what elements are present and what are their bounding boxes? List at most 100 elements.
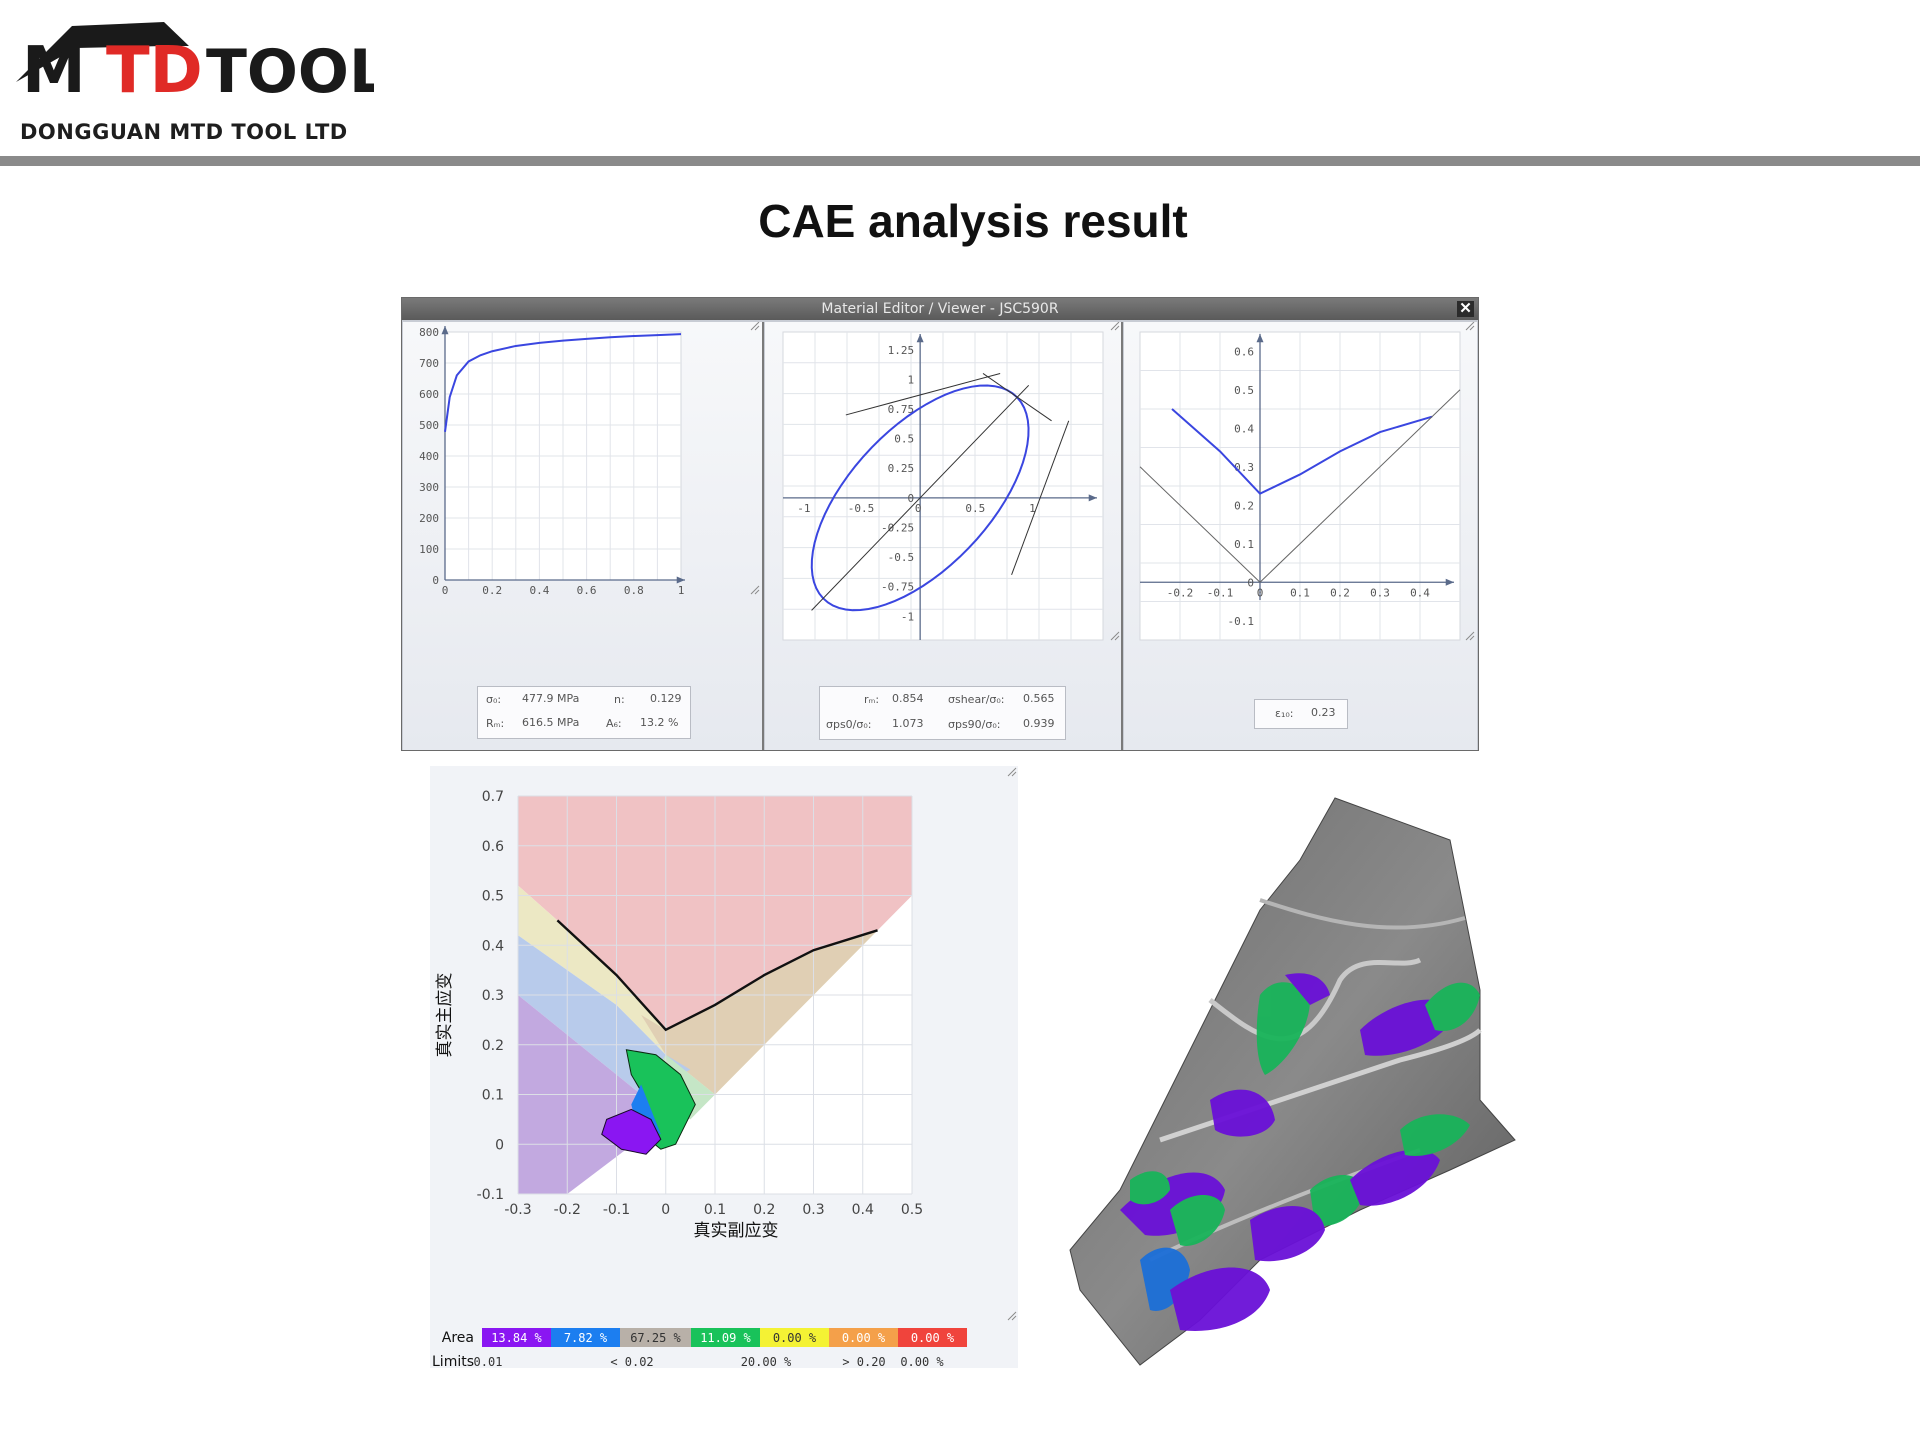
x-tick-label: 0.2	[753, 1202, 775, 1218]
x-tick-label: 0.3	[1370, 586, 1390, 599]
resize-grip-icon	[1114, 635, 1120, 641]
shear-line	[811, 384, 1030, 611]
resize-grip-icon	[1465, 631, 1475, 641]
x-tick-label: 0.4	[1410, 586, 1430, 599]
y-axis-arrow	[1256, 334, 1264, 343]
strain-points-wrinkle	[601, 1108, 662, 1155]
y-tick-label: 0	[495, 1137, 504, 1153]
y-tick-label: -0.1	[477, 1187, 504, 1203]
x-tick-label: -0.3	[504, 1202, 531, 1218]
ag-value: 13.2 %	[640, 716, 679, 729]
x-tick-label: -0.2	[554, 1202, 581, 1218]
y-tick-label: 1	[908, 373, 915, 386]
resize-grip-icon	[1465, 322, 1475, 331]
x-tick-label: 0.2	[1330, 586, 1350, 599]
x-tick-label: 0.4	[529, 584, 549, 597]
y-tick-label: 0.2	[482, 1038, 504, 1054]
formed-part-image	[1069, 797, 1516, 1366]
x-tick-label: -0.2	[1167, 586, 1194, 599]
x-tick-label: 0	[1257, 586, 1264, 599]
company-name: DONGGUAN MTD TOOL LTD	[20, 120, 348, 144]
x-tick-label: 0.5	[965, 502, 985, 515]
company-logo: M TD TOOL DONGGUAN MTD TOOL LTD	[14, 18, 374, 144]
close-button[interactable]: ✕	[1457, 301, 1474, 317]
flc-pane: 0.6 0.5 0.4 0.3 0.2 0.1 0 -0.1 -0.2 -0.1 0 0.1 0.2 0.…	[1124, 322, 1477, 750]
resize-grip-icon	[750, 322, 760, 331]
legend-swatch	[482, 1328, 551, 1347]
resize-grip-icon	[754, 589, 760, 595]
window-titlebar[interactable]: Material Editor / Viewer - JSC590R ✕	[402, 298, 1478, 320]
legend-swatch	[829, 1328, 898, 1347]
fld-svg: 0.70.60.50.40.30.20.10-0.1-0.3 -0.2 -0.1 0 0…	[432, 767, 1017, 1368]
rm-value: 616.5 MPa	[522, 716, 580, 729]
y-tick-label: 0	[908, 492, 915, 505]
y-tick-label: 0.6	[1234, 345, 1254, 358]
x-tick-label: -0.1	[603, 1202, 630, 1218]
y-tick-label: 0.25	[888, 462, 915, 475]
logo-wordmark: M TD TOOL	[16, 22, 374, 108]
x-tick-label: 0.6	[577, 584, 597, 597]
window-title: Material Editor / Viewer - JSC590R	[821, 301, 1059, 317]
y-tick-label: -0.1	[1228, 615, 1255, 628]
legend-area-value: 0.00 %	[773, 1331, 817, 1345]
part-render	[1060, 790, 1520, 1370]
x-tick-label: 0.3	[802, 1202, 824, 1218]
y-tick-label: 300	[419, 481, 439, 494]
shear-label: σshear/σ₀:	[948, 693, 1005, 706]
tangent-line	[982, 373, 1052, 422]
y-tick-label: 0	[432, 574, 439, 587]
yield-locus-pane: 1.25 1 0.75 0.5 0.25 0 -0.25 -0.5 -0.75 -1 -1 -0.5 0…	[765, 322, 1123, 750]
stress-strain-info: σ₀: 477.9 MPa n: 0.129 Rₘ: 616.5 MPa A₆:…	[477, 686, 691, 739]
y-tick-label: 0.2	[1234, 499, 1254, 512]
logo-tool: TOOL	[206, 37, 374, 107]
legend-area-label: Area	[442, 1330, 474, 1346]
legend-swatch	[691, 1328, 760, 1347]
flc-chart: 0.6 0.5 0.4 0.3 0.2 0.1 0 -0.1 -0.2 -0.1 0 0.1 0.2 0.…	[1139, 322, 1475, 641]
y-tick-label: 0.4	[482, 938, 504, 954]
y-tick-label: 0.75	[888, 403, 915, 416]
resize-grip-icon	[1007, 1311, 1017, 1321]
sigma0-label: σ₀:	[486, 693, 502, 706]
legend-area-value: 7.82 %	[564, 1331, 608, 1345]
stress-strain-chart: 800 700 600 500 400 300 200 100 00 0.2 0.4 0.6 0.8 1	[419, 322, 760, 597]
x-tick-label: -0.5	[848, 502, 875, 515]
logo-m: M	[22, 34, 86, 108]
y-tick-label: 0	[1247, 576, 1254, 589]
resize-grip-icon	[1469, 635, 1475, 641]
x-tick-label: -0.1	[1207, 586, 1234, 599]
tangent-line	[845, 372, 1001, 416]
y-tick-label: 400	[419, 450, 439, 463]
legend-swatch	[620, 1328, 691, 1347]
eps10-label: ε₁₀:	[1275, 707, 1294, 720]
ag-label: A₆:	[606, 717, 622, 730]
y-tick-label: 0.7	[482, 789, 504, 805]
x-tick-label: 0.8	[624, 584, 644, 597]
x-tick-label: 0	[915, 502, 922, 515]
tangent-line	[1011, 420, 1070, 576]
legend-limit-value: 0.01	[474, 1355, 503, 1368]
resize-grip-icon	[1011, 771, 1017, 777]
r-m-label: rₘ:	[864, 693, 880, 706]
flow-curve	[444, 333, 682, 432]
y-tick-label: 0.1	[1234, 538, 1254, 551]
shear-value: 0.565	[1023, 692, 1055, 705]
y-tick-label: 200	[419, 512, 439, 525]
legend-area-value: 67.25 %	[630, 1331, 681, 1345]
x-axis-arrow	[1088, 494, 1097, 502]
r-m-value: 0.854	[892, 692, 924, 705]
resize-grip-icon	[1011, 1315, 1017, 1321]
resize-grip-icon	[750, 585, 760, 595]
page-title: CAE analysis result	[758, 195, 1188, 247]
y-tick-label: 0.4	[1234, 422, 1254, 435]
y-tick-label: 0.5	[482, 889, 504, 905]
x-tick-label: -1	[797, 502, 810, 515]
ps90-value: 0.939	[1023, 717, 1055, 730]
legend-limit-value: 20.00 %	[741, 1355, 792, 1368]
x-tick-label: 0.4	[852, 1202, 874, 1218]
y-axis-arrow	[916, 334, 924, 343]
flc-info: ε₁₀: 0.23	[1254, 699, 1348, 729]
x-tick-label: 0.2	[482, 584, 502, 597]
y-tick-label: 0.3	[1234, 461, 1254, 474]
logo-td: TD	[106, 34, 203, 108]
